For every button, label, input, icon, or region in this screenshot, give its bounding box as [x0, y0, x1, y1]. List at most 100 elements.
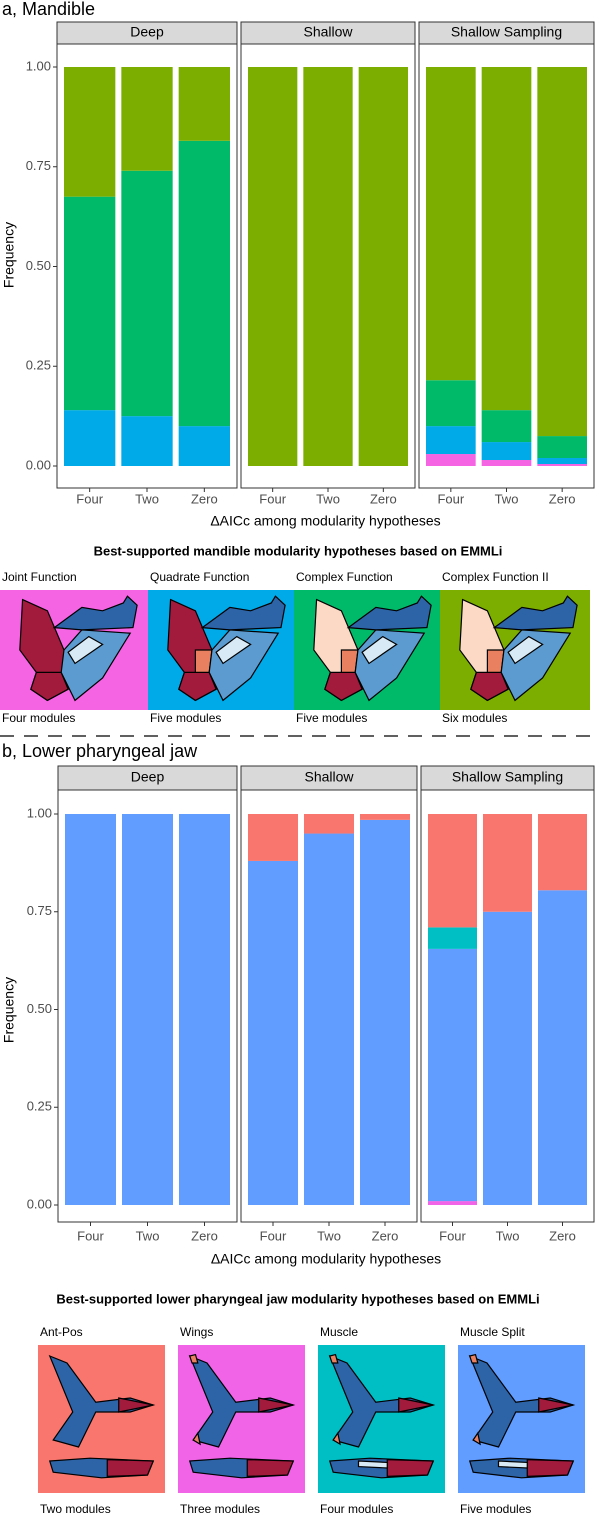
bar-segment: [537, 458, 587, 465]
legend-label: Complex Function II: [442, 570, 549, 584]
bar-segment: [121, 170, 173, 417]
legend-label: Muscle: [320, 1325, 358, 1339]
legend-caption: Four modules: [2, 711, 75, 725]
bar-segment: [426, 454, 476, 466]
x-axis-label: ΔAICc among modularity hypotheses: [210, 513, 440, 529]
bar-segment: [537, 67, 587, 437]
x-tick-label: Four: [76, 491, 103, 506]
jaw-region: [386, 1458, 435, 1478]
x-tick-label: Two: [136, 1228, 160, 1243]
bar-segment: [483, 911, 532, 1205]
bar-segment: [248, 860, 298, 1205]
jaw-region: [526, 1458, 575, 1478]
jaw-region: [497, 1460, 528, 1469]
legend-label: Joint Function: [2, 570, 77, 584]
bar-segment: [248, 67, 298, 466]
y-tick-label: 0.75: [27, 903, 52, 918]
jaw-region: [48, 1354, 156, 1448]
x-tick-label: Zero: [372, 1228, 399, 1243]
jaw-region: [106, 1458, 155, 1478]
legend-caption: Four modules: [320, 1502, 393, 1516]
jaw-region: [246, 1458, 295, 1478]
x-tick-label: Zero: [191, 1228, 218, 1243]
bar-segment: [481, 442, 532, 461]
x-tick-label: Two: [496, 1228, 520, 1243]
bar-segment: [426, 426, 476, 455]
y-tick-label: 1.00: [27, 805, 52, 820]
facet-strip: [240, 765, 418, 791]
x-tick-label: Zero: [549, 1228, 576, 1243]
bar-segment: [481, 460, 532, 466]
facet-label: Shallow: [304, 769, 354, 785]
x-tick-label: Zero: [370, 491, 397, 506]
x-tick-label: Zero: [549, 491, 576, 506]
bar-segment: [64, 196, 116, 411]
jaw-region: [215, 635, 252, 665]
jaw-region: [188, 1354, 296, 1448]
legend-caption: Two modules: [40, 1502, 111, 1516]
bar-segment: [481, 67, 532, 411]
bar-segment: [178, 426, 230, 466]
bar-segment: [426, 380, 476, 427]
y-tick-label: 0.50: [26, 258, 51, 273]
bar-segment: [483, 814, 532, 912]
x-tick-label: Two: [316, 491, 340, 506]
bar-segment: [122, 814, 173, 1205]
jaw-region: [67, 635, 104, 665]
facet-label: Shallow Sampling: [452, 769, 563, 785]
bar-segment: [538, 814, 587, 891]
bar-segment: [303, 67, 353, 466]
jaw-region: [507, 635, 544, 665]
x-tick-label: Zero: [191, 491, 218, 506]
bar-segment: [481, 410, 532, 443]
facet-label: Deep: [130, 24, 164, 40]
jaw-region: [328, 1353, 339, 1364]
y-tick-label: 0.50: [27, 1001, 52, 1016]
y-tick-label: 0.75: [26, 158, 51, 173]
facet-strip: [420, 765, 595, 791]
jaw-region: [357, 1460, 388, 1469]
jaw-region: [200, 595, 286, 631]
bar-segment: [65, 814, 116, 1205]
jaw-region: [492, 595, 578, 631]
legend-label: Wings: [180, 1325, 213, 1339]
bar-segment: [428, 948, 477, 1202]
legend-caption: Three modules: [180, 1502, 260, 1516]
chart-title: b, Lower pharyngeal jaw: [2, 741, 198, 761]
x-tick-label: Four: [439, 1228, 466, 1243]
jaw-region: [188, 1353, 199, 1364]
x-tick-label: Two: [135, 491, 159, 506]
legend-label: Muscle Split: [460, 1325, 525, 1339]
y-tick-label: 0.00: [27, 1196, 52, 1211]
bar-segment: [178, 140, 230, 427]
y-tick-label: 1.00: [26, 58, 51, 73]
bar-segment: [358, 67, 408, 466]
legend-label: Ant-Pos: [40, 1325, 83, 1339]
bar-segment: [360, 814, 410, 820]
y-tick-label: 0.00: [26, 457, 51, 472]
jaw-region: [468, 1354, 576, 1448]
jaw-region: [472, 1431, 481, 1446]
legend-caption: Six modules: [442, 711, 507, 725]
bar-segment: [64, 67, 116, 197]
bar-segment: [304, 833, 354, 1205]
bar-segment: [538, 890, 587, 1205]
jaw-region: [192, 1431, 201, 1446]
bar-segment: [178, 67, 230, 141]
facet-label: Shallow Sampling: [451, 24, 562, 40]
jaw-region: [361, 635, 398, 665]
x-axis-label: ΔAICc among modularity hypotheses: [211, 1251, 441, 1267]
legend-title: Best-supported lower pharyngeal jaw modu…: [56, 1291, 539, 1306]
x-tick-label: Four: [437, 491, 464, 506]
legend-label: Complex Function: [296, 570, 393, 584]
jaw-region: [30, 671, 69, 702]
bar-segment: [121, 416, 173, 466]
x-tick-label: Four: [77, 1228, 104, 1243]
bar-segment: [121, 67, 173, 171]
y-axis-label: Frequency: [1, 222, 17, 288]
jaw-region: [258, 1397, 294, 1413]
jaw-region: [468, 1353, 479, 1364]
bar-segment: [304, 814, 354, 834]
y-axis-label: Frequency: [1, 977, 17, 1043]
x-tick-label: Two: [495, 491, 519, 506]
